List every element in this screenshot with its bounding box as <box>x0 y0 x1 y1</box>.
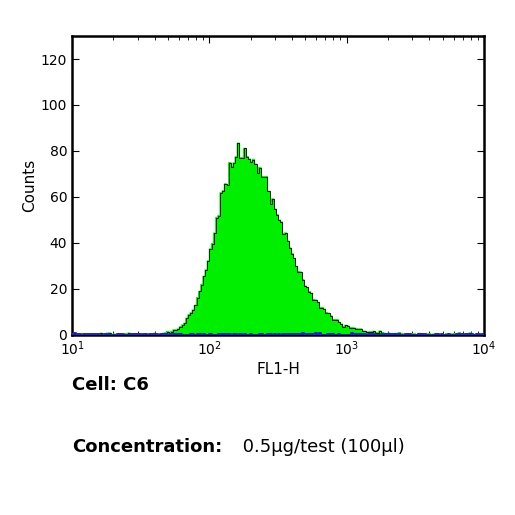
Text: Concentration:: Concentration: <box>72 438 222 456</box>
X-axis label: FL1-H: FL1-H <box>256 363 300 377</box>
Text: Cell: C6: Cell: C6 <box>72 376 149 394</box>
Y-axis label: Counts: Counts <box>22 159 37 212</box>
Text: 0.5μg/test (100μl): 0.5μg/test (100μl) <box>237 438 405 456</box>
